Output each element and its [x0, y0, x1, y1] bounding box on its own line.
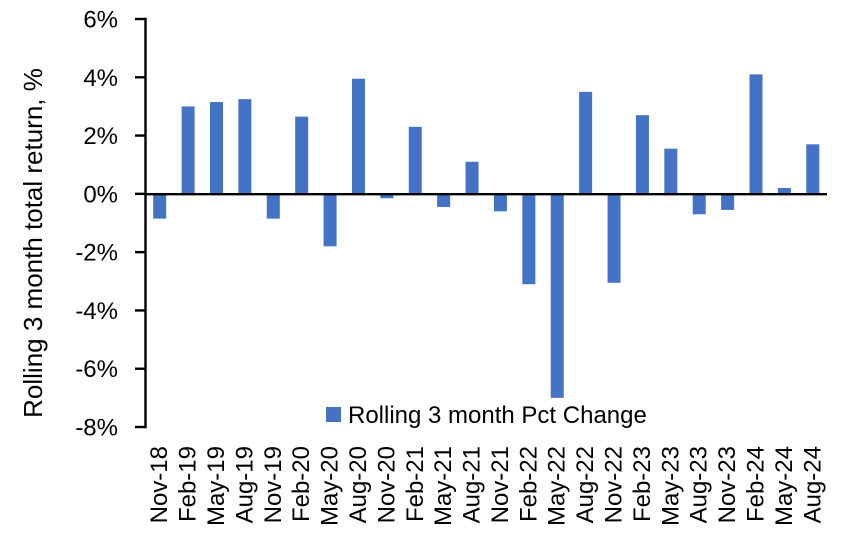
x-axis-label: Feb-24 [743, 446, 770, 522]
legend: Rolling 3 month Pct Change [326, 402, 647, 429]
bar-Feb-19 [181, 106, 195, 194]
bar-Nov-18 [153, 193, 167, 219]
y-tick-label: -4% [75, 298, 118, 325]
x-axis-label: Aug-20 [345, 446, 372, 523]
y-tick-label: 4% [83, 65, 118, 92]
bar-May-22 [550, 193, 564, 398]
x-axis-label: Nov-21 [487, 446, 514, 523]
bar-Feb-23 [635, 115, 649, 194]
x-axis-labels: Nov-18 Feb-19 May-19 Aug-19 Nov-19 Feb-20 May-… [146, 446, 826, 526]
bar-Feb-22 [522, 193, 536, 285]
x-axis-label: May-23 [657, 446, 684, 526]
x-axis-label: Aug-21 [459, 446, 486, 523]
x-axis-label: Aug-19 [231, 446, 258, 523]
y-tick-label: -8% [75, 415, 118, 442]
x-axis-label: May-19 [203, 446, 230, 526]
legend-swatch-icon [326, 407, 341, 422]
x-axis-label: Nov-22 [601, 446, 628, 523]
bar-Aug-22 [579, 91, 593, 194]
x-axis-label: Feb-19 [175, 446, 202, 522]
x-axis-label: May-22 [544, 446, 571, 526]
x-axis-label: Feb-21 [402, 446, 429, 522]
bar-May-19 [209, 102, 223, 194]
bar-Feb-24 [749, 74, 763, 194]
x-axis-label: Nov-18 [146, 446, 173, 523]
bar-Feb-20 [295, 116, 309, 194]
y-tick-label: 2% [83, 123, 118, 150]
bar-Aug-21 [465, 161, 479, 194]
bar-Aug-24 [806, 144, 820, 194]
x-axis-label: Aug-22 [572, 446, 599, 523]
bar-May-24 [777, 188, 791, 194]
bar-Aug-19 [238, 99, 252, 194]
bar-May-23 [664, 148, 678, 194]
x-axis-label: Nov-20 [373, 446, 400, 523]
bar-May-20 [323, 193, 337, 247]
bar-May-21 [437, 193, 451, 207]
x-axis-label: Feb-20 [288, 446, 315, 522]
x-axis-label: Aug-23 [686, 446, 713, 523]
x-axis-label: Nov-19 [260, 446, 287, 523]
bar-Nov-20 [380, 193, 394, 199]
y-axis-ticks: 6% 4% 2% 0% -2% -4% -6% -8% [75, 7, 146, 442]
bar-Aug-23 [692, 193, 706, 215]
x-axis-label: Aug-24 [799, 446, 826, 523]
y-axis-title: Rolling 3 month total return, % [18, 68, 48, 418]
x-axis-label: May-21 [430, 446, 457, 526]
y-tick-label: -6% [75, 356, 118, 383]
y-tick-label: 6% [83, 7, 118, 34]
x-axis-label: Nov-23 [714, 446, 741, 523]
bar-Nov-19 [266, 193, 280, 219]
y-tick-label: -2% [75, 240, 118, 267]
y-tick-label: 0% [83, 181, 118, 208]
bar-Feb-21 [408, 126, 422, 194]
x-axis-label: Feb-22 [515, 446, 542, 522]
bar-series [153, 74, 820, 398]
bar-Aug-20 [351, 78, 365, 194]
x-axis-label: May-24 [771, 446, 798, 526]
legend-label: Rolling 3 month Pct Change [348, 402, 647, 429]
x-axis-label: Feb-23 [629, 446, 656, 522]
bar-Nov-23 [721, 193, 735, 210]
x-axis-label: May-20 [317, 446, 344, 526]
bar-Nov-22 [607, 193, 621, 283]
bar-Nov-21 [493, 193, 507, 212]
